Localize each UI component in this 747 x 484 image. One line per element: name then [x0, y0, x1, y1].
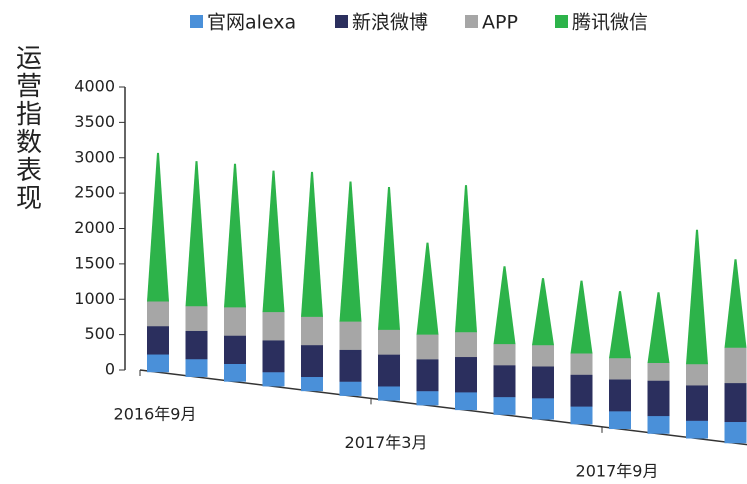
y-tick-label: 1500 [74, 253, 115, 272]
x-tick-label: 2017年3月 [345, 433, 428, 452]
bar-segment [455, 332, 477, 358]
bar-segment [378, 354, 400, 387]
bar-segment [224, 307, 246, 336]
y-tick-label: 3500 [74, 112, 115, 131]
bar-segment [224, 335, 246, 364]
legend-label: APP [482, 12, 518, 34]
bar-segment [686, 364, 708, 386]
y-tick-label: 0 [105, 360, 115, 379]
legend-swatch [190, 15, 203, 28]
bar-segment [609, 379, 631, 412]
bar-segment [570, 353, 593, 375]
bar-segment [686, 229, 708, 365]
bar-segment [609, 291, 631, 359]
bar-segment [493, 397, 516, 415]
legend-swatch [465, 15, 478, 28]
bar-segment [262, 340, 285, 373]
y-tick-label: 3000 [74, 147, 115, 166]
bar-segment [301, 316, 323, 346]
bar-segment [224, 363, 246, 382]
bar-segment [416, 334, 439, 360]
bar-segment [301, 345, 323, 378]
legend-label: 新浪微博 [352, 12, 428, 34]
bar-segment [416, 359, 439, 392]
bar-segment [493, 266, 516, 345]
bar-segment [224, 163, 246, 308]
bar-segment [147, 354, 169, 373]
bar-segment [378, 386, 400, 401]
y-tick-label: 2000 [74, 218, 115, 237]
bar-segment [609, 358, 631, 380]
bar-segment [532, 345, 554, 367]
bar-segment [147, 326, 169, 355]
bar-segment [378, 186, 400, 330]
bar-segment [455, 392, 477, 411]
bar-segment [262, 312, 285, 341]
bar-segment [686, 385, 708, 421]
bar-segment [416, 242, 439, 335]
bar-segment [532, 398, 554, 420]
y-tick-label: 4000 [74, 77, 115, 96]
bar-segment [570, 406, 593, 425]
bar-segment [262, 170, 285, 313]
y-tick-label: 500 [84, 324, 115, 343]
bar-segment [647, 363, 670, 381]
bar-segment [455, 357, 477, 393]
bar-segment [724, 259, 747, 348]
legend-label: 官网alexa [207, 12, 296, 34]
bar-segment [724, 383, 747, 423]
y-tick-label: 2500 [74, 183, 115, 202]
bar-segment [378, 329, 400, 355]
bar-segment [532, 278, 554, 346]
bar-segment [647, 292, 670, 364]
bar-segment [455, 185, 477, 333]
bar-segment [647, 416, 670, 434]
x-tick-label: 2016年9月 [114, 405, 197, 424]
bar-segment [493, 344, 516, 366]
bar-segment [570, 374, 593, 407]
bar-segment [724, 422, 747, 444]
bar-segment [147, 152, 169, 302]
bar-segment [339, 181, 362, 322]
bar-segment [147, 301, 169, 327]
bar-segment [609, 411, 631, 430]
y-axis-label: 运营指数表现 [12, 44, 42, 212]
bar-segment [339, 381, 362, 396]
bar-segment [301, 377, 323, 392]
bar-segment [185, 330, 208, 360]
legend-swatch [555, 15, 568, 28]
bar-segment [185, 161, 208, 307]
bar-segment [416, 391, 439, 406]
x-tick-label: 2017年9月 [576, 462, 659, 481]
legend-swatch [335, 15, 348, 28]
bar-segment [339, 349, 362, 382]
x-axis [139, 369, 747, 446]
y-tick-label: 1000 [74, 289, 115, 308]
bar-segment [493, 365, 516, 398]
bar-segment [262, 372, 285, 387]
bar-segment [724, 347, 747, 384]
bar-segment [185, 306, 208, 331]
bar-segment [185, 359, 208, 377]
bar-segment [301, 171, 323, 317]
bar-segment [647, 380, 670, 417]
bar-segment [570, 280, 593, 354]
legend-label: 腾讯微信 [572, 12, 648, 34]
bar-segment [339, 321, 362, 350]
bar-segment [686, 420, 708, 439]
bar-segment [532, 366, 554, 399]
